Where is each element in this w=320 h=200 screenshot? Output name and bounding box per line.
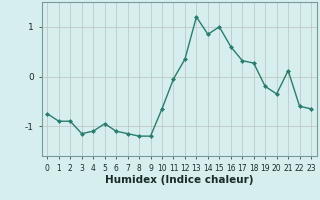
- X-axis label: Humidex (Indice chaleur): Humidex (Indice chaleur): [105, 175, 253, 185]
